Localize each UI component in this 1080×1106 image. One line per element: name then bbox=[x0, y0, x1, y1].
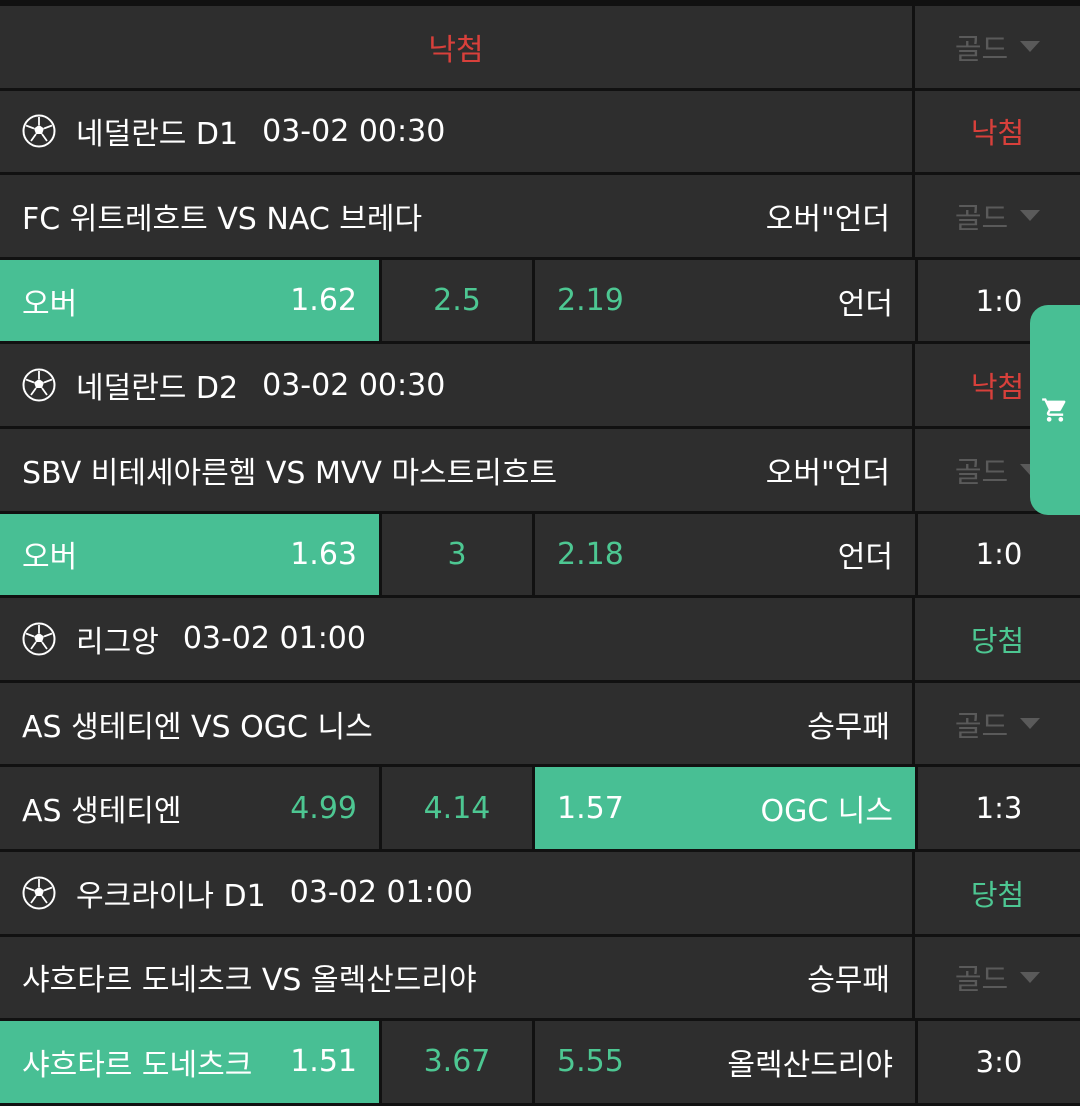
league-name: 우크라이나 D1 bbox=[76, 878, 266, 914]
gold-label: 골드 bbox=[954, 200, 1009, 235]
result-label: 당첨 bbox=[970, 877, 1025, 912]
home-option[interactable]: 오버 1.62 bbox=[0, 259, 382, 342]
gold-dropdown[interactable]: 골드 bbox=[915, 937, 1080, 1019]
result-label: 당첨 bbox=[970, 623, 1025, 658]
home-odds: 1.51 bbox=[290, 1044, 357, 1080]
away-option[interactable]: 2.18 언더 bbox=[535, 513, 918, 596]
gold-label: 골드 bbox=[954, 31, 1009, 66]
bet-row: 오버 1.63 3 2.18 언더 1:0 bbox=[0, 513, 1080, 599]
final-score: 1:0 bbox=[975, 283, 1023, 318]
league-name: 네덜란드 D2 bbox=[76, 371, 239, 407]
middle-value: 4.14 bbox=[423, 790, 491, 826]
match-title: SBV 비테세아른헴 VS MVV 마스트리흐트 bbox=[22, 455, 558, 491]
match-row: 샤흐타르 도네츠크 VS 올렉산드리야 승무패 골드 bbox=[0, 936, 1080, 1022]
away-option[interactable]: 2.19 언더 bbox=[535, 259, 918, 342]
game-header-row: 우크라이나 D1 03-02 01:00 당첨 bbox=[0, 851, 1080, 937]
middle-option[interactable]: 2.5 bbox=[382, 259, 535, 342]
caret-down-icon bbox=[1020, 210, 1041, 222]
bet-type: 승무패 bbox=[807, 709, 890, 745]
result-label: 낙첨 bbox=[970, 116, 1025, 151]
gold-label: 골드 bbox=[954, 708, 1009, 743]
game-header-row: 네덜란드 D1 03-02 00:30 낙첨 bbox=[0, 90, 1080, 176]
away-option[interactable]: 5.55 올렉산드리야 bbox=[535, 1021, 918, 1103]
bet-type: 오버"언더 bbox=[765, 455, 890, 491]
home-odds: 1.63 bbox=[290, 536, 357, 572]
away-option[interactable]: 1.57 OGC 니스 bbox=[535, 767, 918, 849]
final-score: 1:3 bbox=[975, 791, 1023, 826]
home-label: AS 생테티엔 bbox=[22, 794, 182, 830]
bet-history-list: 낙첨 골드 네덜란드 D1 03-02 00:30 낙첨 FC 위트레흐트 VS… bbox=[0, 6, 1080, 1106]
league-name: 네덜란드 D1 bbox=[76, 117, 239, 153]
home-odds: 1.62 bbox=[290, 283, 357, 319]
bet-row: 샤흐타르 도네츠크 1.51 3.67 5.55 올렉산드리야 3:0 bbox=[0, 1021, 1080, 1106]
caret-down-icon bbox=[1020, 718, 1041, 730]
middle-option[interactable]: 4.14 bbox=[382, 767, 535, 849]
bet-row: AS 생테티엔 4.99 4.14 1.57 OGC 니스 1:3 bbox=[0, 767, 1080, 852]
game-header-row: 네덜란드 D2 03-02 00:30 낙첨 bbox=[0, 344, 1080, 429]
away-odds: 2.19 bbox=[557, 283, 624, 319]
match-datetime: 03-02 01:00 bbox=[182, 621, 366, 657]
soccer-ball-icon bbox=[22, 368, 56, 402]
bet-type: 오버"언더 bbox=[765, 201, 890, 237]
middle-value: 2.5 bbox=[433, 283, 481, 319]
final-score: 3:0 bbox=[975, 1044, 1023, 1079]
away-label: OGC 니스 bbox=[760, 794, 893, 830]
home-option[interactable]: 오버 1.63 bbox=[0, 513, 382, 596]
middle-value: 3.67 bbox=[423, 1044, 491, 1080]
game-header-row: 리그앙 03-02 01:00 당첨 bbox=[0, 598, 1080, 683]
result-label: 낙첨 bbox=[970, 370, 1025, 405]
status-row: 낙첨 골드 bbox=[0, 6, 1080, 91]
away-label: 올렉산드리야 bbox=[727, 1047, 893, 1083]
match-datetime: 03-02 00:30 bbox=[262, 113, 446, 149]
match-datetime: 03-02 00:30 bbox=[262, 367, 446, 403]
home-option[interactable]: AS 생테티엔 4.99 bbox=[0, 767, 382, 849]
gold-dropdown[interactable]: 골드 bbox=[915, 6, 1080, 88]
league-name: 리그앙 bbox=[76, 624, 159, 660]
match-row: AS 생테티엔 VS OGC 니스 승무패 골드 bbox=[0, 682, 1080, 768]
match-datetime: 03-02 01:00 bbox=[289, 875, 473, 911]
final-score: 1:0 bbox=[975, 537, 1023, 572]
match-title: FC 위트레흐트 VS NAC 브레다 bbox=[22, 201, 423, 237]
match-row: FC 위트레흐트 VS NAC 브레다 오버"언더 골드 bbox=[0, 175, 1080, 260]
home-label: 샤흐타르 도네츠크 bbox=[22, 1047, 253, 1083]
home-option[interactable]: 샤흐타르 도네츠크 1.51 bbox=[0, 1021, 382, 1103]
middle-option[interactable]: 3.67 bbox=[382, 1021, 535, 1103]
bet-row: 오버 1.62 2.5 2.19 언더 1:0 bbox=[0, 259, 1080, 345]
soccer-ball-icon bbox=[22, 114, 56, 148]
gold-label: 골드 bbox=[954, 454, 1009, 489]
middle-value: 3 bbox=[447, 536, 467, 572]
gold-dropdown[interactable]: 골드 bbox=[915, 175, 1080, 257]
away-label: 언더 bbox=[837, 286, 893, 322]
match-title: AS 생테티엔 VS OGC 니스 bbox=[22, 709, 373, 745]
away-odds: 2.18 bbox=[557, 536, 624, 572]
away-label: 언더 bbox=[837, 540, 893, 576]
caret-down-icon bbox=[1020, 971, 1041, 983]
caret-down-icon bbox=[1020, 41, 1041, 53]
match-row: SBV 비테세아른헴 VS MVV 마스트리흐트 오버"언더 골드 bbox=[0, 428, 1080, 514]
cart-icon bbox=[1042, 398, 1066, 422]
away-odds: 5.55 bbox=[557, 1044, 624, 1080]
away-odds: 1.57 bbox=[557, 790, 624, 826]
result-label: 낙첨 bbox=[428, 32, 484, 68]
middle-option[interactable]: 3 bbox=[382, 513, 535, 596]
home-odds: 4.99 bbox=[290, 790, 357, 826]
soccer-ball-icon bbox=[22, 876, 56, 910]
match-title: 샤흐타르 도네츠크 VS 올렉산드리야 bbox=[22, 963, 477, 999]
gold-dropdown[interactable]: 골드 bbox=[915, 683, 1080, 765]
cart-button[interactable] bbox=[1030, 305, 1080, 515]
bet-type: 승무패 bbox=[807, 963, 890, 999]
soccer-ball-icon bbox=[22, 622, 56, 656]
home-label: 오버 bbox=[22, 286, 78, 322]
home-label: 오버 bbox=[22, 540, 78, 576]
gold-label: 골드 bbox=[954, 962, 1009, 997]
